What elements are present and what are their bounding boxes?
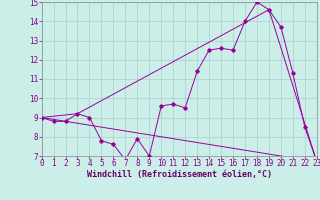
X-axis label: Windchill (Refroidissement éolien,°C): Windchill (Refroidissement éolien,°C)	[87, 170, 272, 179]
